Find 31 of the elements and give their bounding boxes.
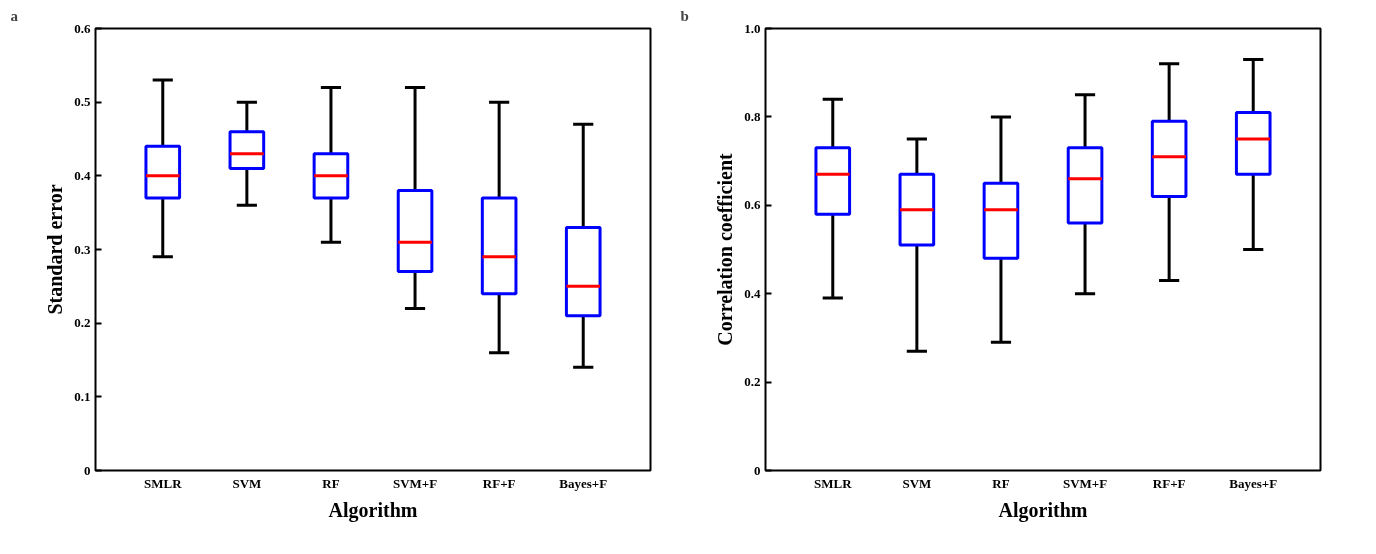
y-tick-label: 0 xyxy=(84,462,91,478)
y-tick-label: 0.4 xyxy=(74,167,91,183)
y-tick-label: 0.1 xyxy=(74,388,91,404)
x-tick-label: SVM+F xyxy=(1062,475,1108,491)
y-tick-label: 0.3 xyxy=(74,241,91,257)
y-tick-label: 0.6 xyxy=(744,197,761,213)
x-tick-label: RF+F xyxy=(482,475,516,491)
y-tick-label: 1.0 xyxy=(744,20,761,36)
x-tick-label: SVM+F xyxy=(392,475,438,491)
x-axis-title: Algorithm xyxy=(998,498,1088,522)
chart-title: b xyxy=(680,7,689,24)
y-axis-title: Standard error xyxy=(44,184,67,315)
x-tick-label: Bayes+F xyxy=(559,475,608,491)
x-tick-label: SMLR xyxy=(143,475,183,491)
x-tick-label: SMLR xyxy=(813,475,853,491)
y-axis-title: Correlation coefficient xyxy=(714,152,737,346)
x-tick-label: SVM xyxy=(232,475,262,491)
y-tick-label: 0.5 xyxy=(74,94,91,110)
chart-title: a xyxy=(10,7,19,24)
x-tick-label: RF xyxy=(322,475,340,491)
x-tick-label: RF xyxy=(992,475,1010,491)
x-tick-label: RF+F xyxy=(1152,475,1186,491)
y-tick-label: 0.8 xyxy=(744,108,761,124)
y-tick-label: 0.2 xyxy=(744,374,761,390)
x-tick-label: SVM xyxy=(902,475,932,491)
x-tick-label: Bayes+F xyxy=(1229,475,1278,491)
y-tick-label: 0 xyxy=(754,462,761,478)
y-tick-label: 0.6 xyxy=(74,20,91,36)
y-tick-label: 0.4 xyxy=(744,285,761,301)
x-axis-title: Algorithm xyxy=(328,498,418,522)
y-tick-label: 0.2 xyxy=(74,315,91,331)
